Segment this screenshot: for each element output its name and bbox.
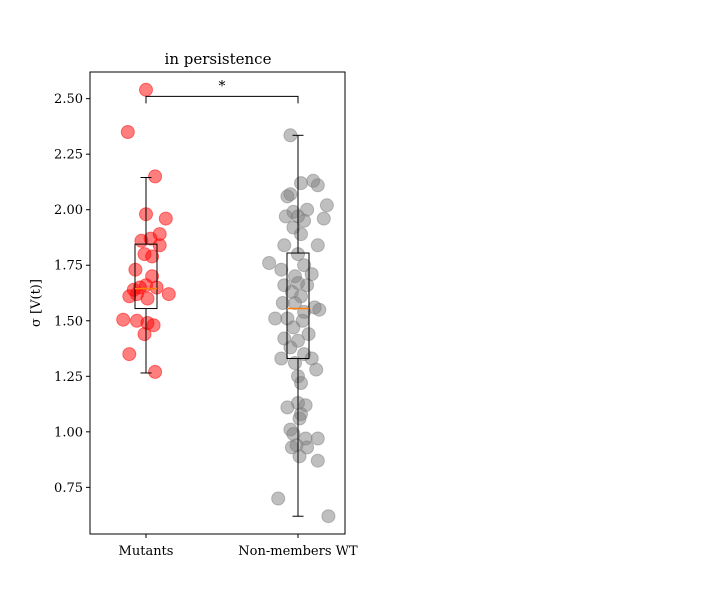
data-point xyxy=(294,227,308,242)
data-point xyxy=(271,491,286,506)
x-tick-label: Non-members WT xyxy=(238,544,358,559)
significance-bracket xyxy=(145,95,299,104)
y-tick-label: 2.25 xyxy=(54,148,83,163)
data-point xyxy=(310,178,325,193)
data-point xyxy=(137,327,152,342)
data-point xyxy=(140,291,155,306)
data-point xyxy=(312,302,327,317)
data-point xyxy=(274,262,289,277)
data-point xyxy=(262,256,277,270)
data-point xyxy=(116,312,131,327)
y-tick-label: 2.50 xyxy=(54,92,83,107)
data-point xyxy=(300,440,315,455)
y-tick-label: 0.75 xyxy=(54,481,83,496)
data-point xyxy=(122,347,137,362)
y-tick-label: 1.00 xyxy=(54,425,83,440)
data-point xyxy=(310,431,325,446)
y-tick-label: 2.00 xyxy=(54,203,83,218)
data-point xyxy=(294,176,308,191)
data-point xyxy=(294,376,308,390)
data-point xyxy=(148,169,163,184)
significance-marker: * xyxy=(219,78,226,94)
data-point xyxy=(158,211,173,226)
data-point xyxy=(280,400,295,415)
box-iqr xyxy=(134,243,158,310)
y-tick-label: 1.25 xyxy=(54,370,83,385)
data-point xyxy=(300,278,315,293)
data-point xyxy=(268,311,283,326)
chart-title: in persistence xyxy=(165,50,272,68)
data-point xyxy=(161,287,176,302)
data-point xyxy=(309,362,324,377)
data-point xyxy=(310,238,325,253)
data-point xyxy=(274,351,289,366)
data-point xyxy=(277,238,292,253)
plot-area: * 0.75 1.00 1.25 1.50 1.75 2.00 2.25 2.50 Mutants… xyxy=(54,71,358,559)
data-point xyxy=(286,320,301,335)
data-point xyxy=(319,198,334,213)
data-point xyxy=(297,258,312,273)
y-tick-label: 1.50 xyxy=(54,314,83,329)
y-tick-label: 1.75 xyxy=(54,259,83,274)
data-point xyxy=(310,453,325,468)
y-axis-label: σ [V(t)] xyxy=(29,279,44,327)
data-point xyxy=(139,82,153,97)
data-point xyxy=(280,189,295,204)
data-point xyxy=(278,209,293,224)
data-point xyxy=(148,364,163,379)
data-point xyxy=(292,449,307,464)
axes-frame xyxy=(89,71,346,535)
data-point xyxy=(321,509,336,524)
data-point xyxy=(152,238,167,253)
data-point xyxy=(145,249,160,264)
data-point xyxy=(120,125,135,139)
data-point xyxy=(316,211,331,226)
x-tick-label: Mutants xyxy=(119,544,174,559)
box-iqr xyxy=(286,252,310,360)
data-point xyxy=(288,296,302,310)
data-point xyxy=(283,340,298,355)
data-point xyxy=(146,318,161,333)
data-point xyxy=(292,411,307,426)
